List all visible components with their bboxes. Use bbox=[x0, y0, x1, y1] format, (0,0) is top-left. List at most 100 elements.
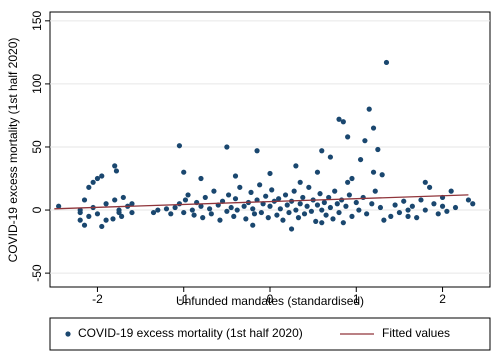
data-point bbox=[288, 226, 295, 232]
data-point bbox=[321, 199, 327, 206]
data-point bbox=[237, 184, 243, 190]
data-point bbox=[319, 207, 325, 213]
data-point bbox=[405, 213, 411, 219]
data-point bbox=[200, 215, 206, 221]
data-point bbox=[448, 188, 454, 194]
data-point bbox=[401, 198, 407, 204]
data-point bbox=[224, 144, 230, 150]
data-point bbox=[90, 179, 96, 185]
data-point bbox=[198, 203, 204, 209]
data-point bbox=[155, 207, 161, 213]
data-point bbox=[99, 223, 105, 230]
data-point bbox=[280, 217, 286, 223]
data-point bbox=[267, 170, 273, 177]
data-point bbox=[77, 217, 83, 223]
data-point bbox=[116, 207, 122, 213]
data-point bbox=[340, 119, 346, 125]
data-point bbox=[339, 197, 345, 203]
data-point bbox=[231, 213, 237, 219]
data-point bbox=[112, 163, 118, 169]
data-point bbox=[349, 213, 355, 219]
data-point bbox=[314, 169, 321, 175]
data-point bbox=[343, 203, 349, 209]
data-point bbox=[319, 148, 325, 154]
data-point bbox=[263, 193, 269, 199]
data-point bbox=[334, 201, 340, 207]
plot-frame bbox=[49, 11, 491, 288]
data-point bbox=[277, 206, 283, 212]
data-point bbox=[418, 197, 424, 203]
data-point bbox=[112, 197, 118, 203]
legend-box bbox=[49, 317, 491, 351]
x-tick-label: 2 bbox=[439, 292, 446, 306]
data-point bbox=[248, 189, 254, 195]
data-point bbox=[243, 216, 249, 222]
data-point bbox=[346, 192, 352, 198]
data-point bbox=[297, 179, 303, 185]
data-point bbox=[217, 217, 223, 223]
data-point bbox=[267, 203, 273, 209]
data-point bbox=[113, 168, 120, 174]
data-point bbox=[345, 179, 351, 185]
data-point bbox=[336, 209, 342, 216]
y-axis-title: COVID-19 excess mortality (1st half 2020… bbox=[6, 38, 20, 263]
data-point bbox=[250, 206, 256, 212]
data-point bbox=[254, 197, 260, 203]
y-tick-label: -50 bbox=[30, 264, 44, 282]
data-point bbox=[176, 143, 183, 149]
data-point bbox=[427, 184, 433, 190]
data-point bbox=[228, 204, 234, 211]
data-point bbox=[103, 217, 109, 223]
data-point bbox=[110, 216, 116, 222]
data-point bbox=[405, 207, 411, 213]
data-point bbox=[225, 192, 232, 198]
data-point bbox=[81, 222, 88, 228]
data-point bbox=[295, 215, 302, 221]
data-point bbox=[362, 138, 368, 144]
data-point bbox=[414, 215, 420, 221]
data-point bbox=[422, 179, 428, 185]
data-point bbox=[129, 201, 135, 207]
data-point bbox=[282, 192, 289, 198]
data-point bbox=[353, 199, 359, 206]
data-point bbox=[198, 175, 204, 182]
data-point bbox=[364, 211, 370, 217]
data-point bbox=[81, 197, 88, 203]
data-point bbox=[349, 175, 355, 182]
data-point bbox=[181, 209, 187, 216]
data-point bbox=[224, 208, 230, 214]
data-point bbox=[182, 197, 189, 203]
data-point bbox=[327, 204, 333, 211]
data-point bbox=[163, 206, 170, 212]
data-point bbox=[251, 211, 258, 217]
x-axis-title: Unfunded mandates (standardised) bbox=[176, 294, 364, 308]
y-tick-label: 50 bbox=[30, 140, 44, 154]
data-point bbox=[211, 188, 217, 194]
data-point bbox=[207, 206, 213, 212]
data-point bbox=[254, 148, 260, 154]
data-point bbox=[191, 212, 197, 218]
data-point bbox=[431, 201, 437, 207]
data-point bbox=[340, 220, 346, 226]
data-point bbox=[257, 182, 263, 188]
data-point bbox=[94, 175, 101, 182]
data-point bbox=[439, 203, 446, 209]
data-point bbox=[470, 201, 476, 207]
data-point bbox=[392, 202, 398, 208]
data-point bbox=[435, 211, 441, 217]
data-point bbox=[369, 201, 375, 207]
data-point bbox=[297, 201, 303, 207]
data-point bbox=[381, 217, 387, 223]
data-point bbox=[176, 201, 183, 207]
data-point bbox=[388, 213, 394, 219]
data-point bbox=[300, 194, 306, 201]
data-point bbox=[306, 184, 312, 190]
data-point bbox=[313, 218, 319, 225]
data-point bbox=[120, 194, 126, 201]
data-point bbox=[103, 201, 109, 207]
data-point bbox=[202, 194, 208, 201]
data-point bbox=[360, 194, 366, 201]
data-point bbox=[452, 204, 459, 211]
data-point bbox=[250, 222, 256, 228]
